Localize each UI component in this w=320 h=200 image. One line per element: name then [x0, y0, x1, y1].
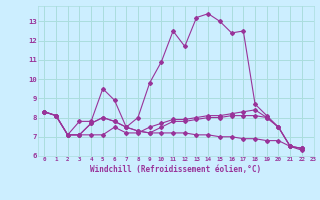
X-axis label: Windchill (Refroidissement éolien,°C): Windchill (Refroidissement éolien,°C) [91, 165, 261, 174]
